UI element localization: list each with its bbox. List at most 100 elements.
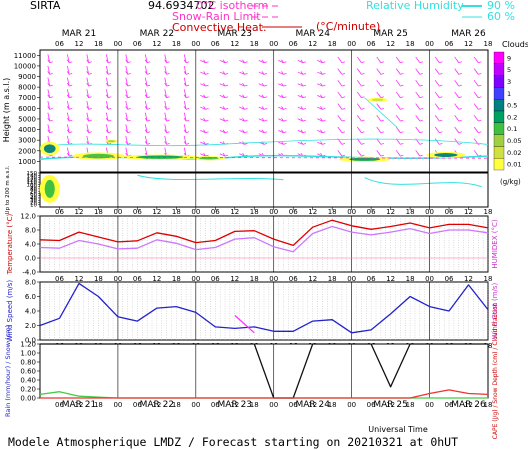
- bottom-axis-hour-tick: 18: [328, 401, 337, 409]
- rh-contour-60: [364, 97, 398, 128]
- top-axis-day-label: MAR 22: [140, 29, 175, 39]
- wind-arrow: [239, 129, 248, 134]
- wind-arrow: [258, 117, 268, 122]
- bottom-axis-hour-tick: 12: [464, 401, 473, 409]
- wind-arrow: [454, 80, 462, 87]
- legend-isotherm: 0°C isotherm: [196, 0, 268, 12]
- wind-arrow: [317, 129, 326, 134]
- wind-arrow: [415, 80, 423, 87]
- mid-axis-2-hour-tick: 06: [55, 275, 64, 283]
- wind-arrow: [86, 100, 92, 110]
- wind-arrow: [144, 89, 151, 99]
- mid-axis-2-hour-tick: 12: [308, 275, 317, 283]
- mid-axis-2-hour-tick: 18: [172, 275, 181, 283]
- wind-arrow: [164, 89, 170, 99]
- wind-arrow: [395, 150, 404, 157]
- wind-arrow: [239, 106, 248, 110]
- wind-arrow: [86, 77, 92, 87]
- x-axis-label: Universal Time: [368, 425, 428, 434]
- mid-axis-1-hour-tick: 06: [289, 208, 298, 216]
- top-axis-hour-tick: 06: [133, 40, 142, 48]
- wind-arrow: [144, 77, 151, 87]
- humidex-y-label: HUMIDEX (°C): [491, 219, 499, 268]
- mid-axis-2-hour-tick: 12: [464, 275, 473, 283]
- top-axis-hour-tick: 12: [308, 40, 317, 48]
- precip-y-tick-label: 0.40: [20, 377, 36, 385]
- wind-arrow: [47, 65, 53, 75]
- top-axis-hour-tick: 00: [113, 40, 122, 48]
- wind-arrow: [183, 124, 190, 134]
- mid-axis-2-hour-tick: 12: [230, 275, 239, 283]
- wind-arrow: [395, 115, 404, 122]
- bottom-axis-hour-tick: 12: [386, 401, 395, 409]
- mid-axis-2-hour-tick: 06: [445, 275, 454, 283]
- wind-arrow: [434, 80, 443, 87]
- wind-arrow: [473, 68, 482, 75]
- wind-arrow: [66, 100, 73, 110]
- top-axis-hour-tick: 12: [464, 40, 473, 48]
- isotherm-line: [39, 156, 489, 159]
- bottom-axis-hour-tick: 18: [250, 401, 259, 409]
- top-axis-day-label: MAR 23: [218, 29, 253, 39]
- colorbar-label: 0.01: [507, 161, 521, 169]
- precip-y-tick-label: 0.80: [20, 359, 36, 367]
- wind-arrow: [297, 94, 307, 99]
- temperature-series-temperature: [39, 219, 489, 247]
- mid-axis-1-hour-tick: 06: [445, 208, 454, 216]
- wind-arrow: [473, 126, 482, 134]
- bottom-axis-day-label: MAR 22: [140, 400, 175, 410]
- wind-arrow: [415, 56, 423, 64]
- low-y-tick-label: 60: [30, 191, 37, 197]
- mid-axis-1-hour-tick: 00: [347, 208, 356, 216]
- wind-arrow: [258, 82, 268, 87]
- wind-arrow: [297, 141, 307, 145]
- wind-arrow: [200, 152, 209, 157]
- wind-y-tick-label: 8.0: [25, 279, 36, 287]
- top-axis-hour-tick: 06: [289, 40, 298, 48]
- wind-arrow: [125, 77, 131, 87]
- colorbar-swatch: [493, 87, 505, 100]
- top-axis-day-label: MAR 25: [373, 29, 408, 39]
- wind-y-label: Wind Speed (m/s): [6, 280, 14, 343]
- wind-arrow: [183, 135, 190, 145]
- wind-arrow: [356, 91, 365, 99]
- colorbar-swatch: [493, 51, 505, 64]
- low-y-tick-label: 100: [27, 182, 38, 188]
- wind-arrow: [200, 141, 209, 145]
- wind-arrow: [434, 56, 443, 64]
- mid-axis-1-hour-tick: 12: [74, 208, 83, 216]
- cloud-blob-core: [349, 157, 381, 161]
- mid-axis-2-hour-tick: 00: [347, 275, 356, 283]
- wind-arrow: [66, 77, 73, 87]
- wind-arrow: [337, 150, 346, 157]
- wind-y-tick-label: 6.0: [25, 293, 36, 301]
- mid-axis-2-hour-tick: 12: [152, 275, 161, 283]
- mid-axis-1-hour-tick: 12: [152, 208, 161, 216]
- mid-axis-1-hour-tick: 18: [406, 208, 415, 216]
- wind-arrow: [258, 94, 268, 99]
- low-y-tick-label: 140: [27, 173, 38, 179]
- bottom-axis-day-label: MAR 23: [218, 400, 253, 410]
- wind-arrow: [356, 56, 365, 64]
- bottom-axis-day-label: MAR 21: [62, 400, 97, 410]
- wind-arrow: [183, 89, 190, 99]
- low-y-tick-label: 40: [30, 196, 37, 202]
- mid-axis-2-hour-tick: 00: [191, 275, 200, 283]
- mid-axis-2-hour-tick: 18: [406, 275, 415, 283]
- wind-arrow: [105, 89, 112, 99]
- wind-arrow: [395, 80, 404, 87]
- wind-arrow: [86, 112, 92, 122]
- mid-axis-1-hour-tick: 12: [230, 208, 239, 216]
- wind-arrow: [66, 54, 73, 64]
- colorbar-swatch: [493, 99, 505, 112]
- temperature-frame: [39, 215, 489, 273]
- cloud-y-tick-label: 10000: [14, 62, 36, 70]
- wind-arrow: [183, 100, 190, 110]
- wind-arrow: [297, 59, 307, 64]
- colorbar-label: 0.1: [507, 125, 517, 133]
- low-y-tick-label: 120: [27, 178, 38, 184]
- wind-arrow: [200, 106, 209, 110]
- bottom-axis-day-label: MAR 25: [373, 400, 408, 410]
- mid-axis-2-hour-tick: 00: [113, 275, 122, 283]
- bottom-axis-hour-tick: 00: [269, 401, 278, 409]
